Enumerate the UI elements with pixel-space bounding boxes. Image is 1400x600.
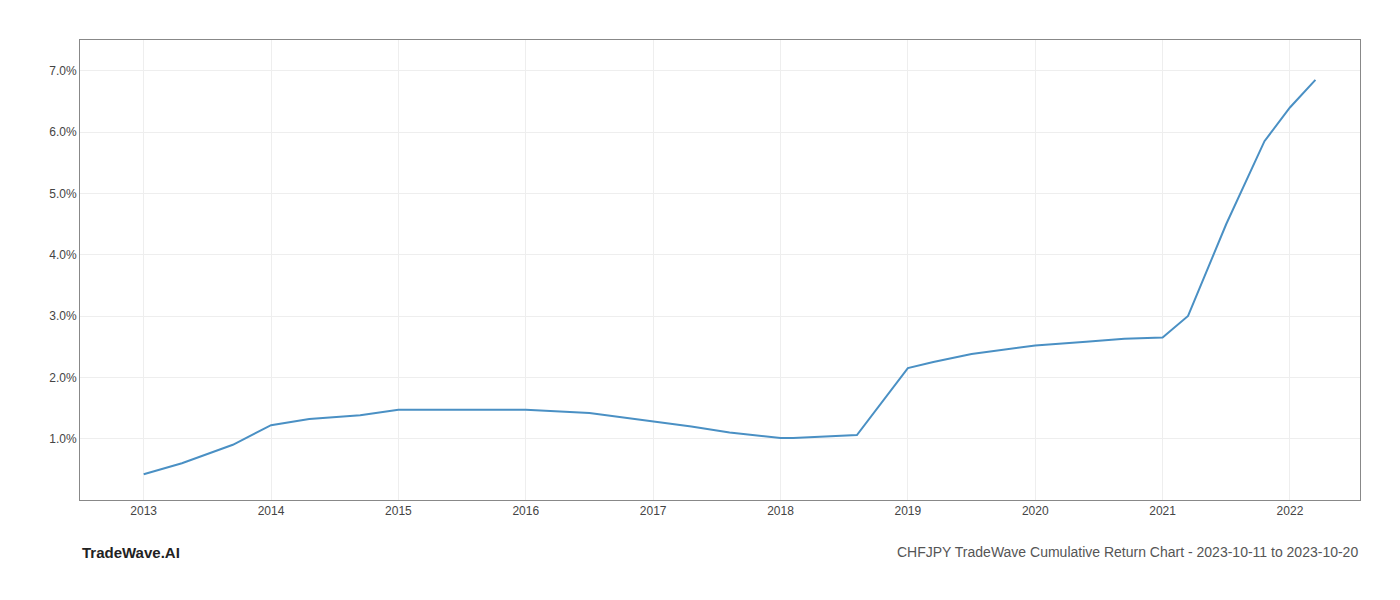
svg-text:2022: 2022 xyxy=(1277,504,1304,518)
svg-text:2013: 2013 xyxy=(130,504,157,518)
svg-text:7.0%: 7.0% xyxy=(49,64,77,78)
svg-text:5.0%: 5.0% xyxy=(49,187,77,201)
svg-text:2017: 2017 xyxy=(640,504,667,518)
svg-text:2020: 2020 xyxy=(1022,504,1049,518)
svg-text:2021: 2021 xyxy=(1149,504,1176,518)
svg-text:2015: 2015 xyxy=(385,504,412,518)
svg-text:2.0%: 2.0% xyxy=(49,371,77,385)
svg-text:4.0%: 4.0% xyxy=(49,248,77,262)
svg-text:6.0%: 6.0% xyxy=(49,125,77,139)
svg-text:2019: 2019 xyxy=(895,504,922,518)
svg-text:CHFJPY TradeWave Cumulative Re: CHFJPY TradeWave Cumulative Return Chart… xyxy=(897,544,1358,560)
svg-text:3.0%: 3.0% xyxy=(49,309,77,323)
svg-text:2018: 2018 xyxy=(767,504,794,518)
svg-text:1.0%: 1.0% xyxy=(49,432,77,446)
svg-text:2016: 2016 xyxy=(512,504,539,518)
svg-text:2014: 2014 xyxy=(258,504,285,518)
svg-text:TradeWave.AI: TradeWave.AI xyxy=(82,544,180,561)
